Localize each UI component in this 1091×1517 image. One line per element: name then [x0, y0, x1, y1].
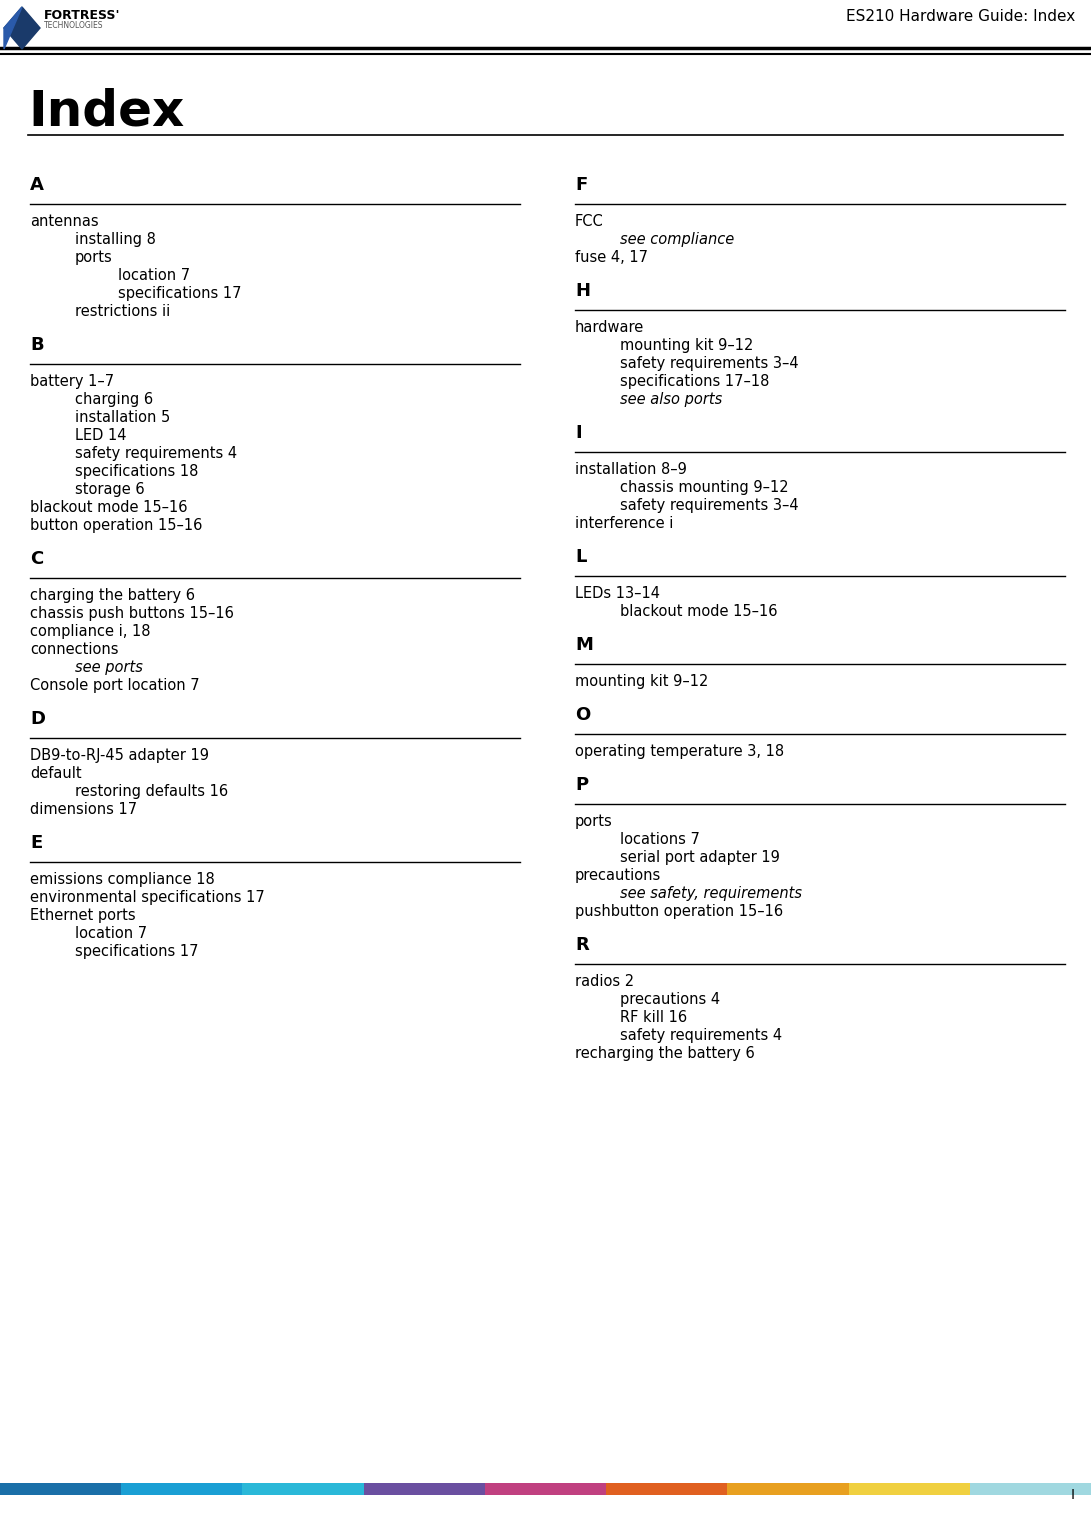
Text: location 7: location 7 — [118, 269, 190, 284]
Text: E: E — [29, 834, 43, 853]
Text: precautions 4: precautions 4 — [620, 992, 720, 1007]
Text: I: I — [575, 423, 582, 441]
Text: FORTRESS': FORTRESS' — [44, 9, 120, 23]
Polygon shape — [4, 8, 22, 49]
Text: LED 14: LED 14 — [75, 428, 127, 443]
Text: hardware: hardware — [575, 320, 645, 335]
Text: mounting kit 9–12: mounting kit 9–12 — [575, 674, 708, 689]
Text: default: default — [29, 766, 82, 781]
Text: charging the battery 6: charging the battery 6 — [29, 589, 195, 602]
Text: charging 6: charging 6 — [75, 391, 153, 407]
Text: safety requirements 4: safety requirements 4 — [620, 1029, 782, 1044]
Text: chassis mounting 9–12: chassis mounting 9–12 — [620, 479, 789, 495]
Bar — [849, 1484, 970, 1494]
Bar — [970, 1484, 1091, 1494]
Text: compliance i, 18: compliance i, 18 — [29, 623, 151, 639]
Text: installation 8–9: installation 8–9 — [575, 463, 687, 476]
Text: F: F — [575, 176, 587, 194]
Text: specifications 17–18: specifications 17–18 — [620, 375, 769, 388]
Text: mounting kit 9–12: mounting kit 9–12 — [620, 338, 754, 353]
Polygon shape — [4, 8, 40, 49]
Text: I: I — [1071, 1488, 1075, 1502]
Text: M: M — [575, 636, 592, 654]
Text: precautions: precautions — [575, 868, 661, 883]
Text: FCC: FCC — [575, 214, 603, 229]
Text: safety requirements 3–4: safety requirements 3–4 — [620, 498, 799, 513]
Text: locations 7: locations 7 — [620, 831, 699, 846]
Text: specifications 17: specifications 17 — [118, 287, 241, 300]
Text: installing 8: installing 8 — [75, 232, 156, 247]
Text: location 7: location 7 — [75, 925, 147, 941]
Text: see ports: see ports — [75, 660, 143, 675]
Text: antennas: antennas — [29, 214, 98, 229]
Text: storage 6: storage 6 — [75, 482, 145, 498]
Text: specifications 18: specifications 18 — [75, 464, 199, 479]
Text: L: L — [575, 548, 586, 566]
Text: ports: ports — [575, 815, 613, 828]
Text: operating temperature 3, 18: operating temperature 3, 18 — [575, 743, 784, 758]
Text: A: A — [29, 176, 44, 194]
Bar — [121, 1484, 242, 1494]
Text: connections: connections — [29, 642, 119, 657]
Text: TECHNOLOGIES: TECHNOLOGIES — [44, 21, 104, 30]
Text: battery 1–7: battery 1–7 — [29, 375, 115, 388]
Text: RF kill 16: RF kill 16 — [620, 1010, 687, 1025]
Text: see compliance: see compliance — [620, 232, 734, 247]
Text: environmental specifications 17: environmental specifications 17 — [29, 890, 265, 906]
Text: H: H — [575, 282, 590, 300]
Text: restoring defaults 16: restoring defaults 16 — [75, 784, 228, 799]
Text: dimensions 17: dimensions 17 — [29, 802, 137, 818]
Text: Ethernet ports: Ethernet ports — [29, 909, 135, 922]
Text: emissions compliance 18: emissions compliance 18 — [29, 872, 215, 887]
Text: radios 2: radios 2 — [575, 974, 634, 989]
Text: Index: Index — [28, 86, 184, 135]
Bar — [484, 1484, 607, 1494]
Text: safety requirements 4: safety requirements 4 — [75, 446, 237, 461]
Text: DB9-to-RJ-45 adapter 19: DB9-to-RJ-45 adapter 19 — [29, 748, 209, 763]
Text: recharging the battery 6: recharging the battery 6 — [575, 1047, 755, 1060]
Text: installation 5: installation 5 — [75, 410, 170, 425]
Text: see also ports: see also ports — [620, 391, 722, 407]
Text: Console port location 7: Console port location 7 — [29, 678, 200, 693]
Text: LEDs 13–14: LEDs 13–14 — [575, 586, 660, 601]
Bar — [728, 1484, 849, 1494]
Text: blackout mode 15–16: blackout mode 15–16 — [29, 501, 188, 514]
Text: B: B — [29, 335, 44, 353]
Bar — [0, 1484, 121, 1494]
Text: safety requirements 3–4: safety requirements 3–4 — [620, 356, 799, 372]
Text: restrictions ii: restrictions ii — [75, 303, 170, 319]
Text: R: R — [575, 936, 589, 954]
Text: ES210 Hardware Guide: Index: ES210 Hardware Guide: Index — [846, 9, 1075, 24]
Text: D: D — [29, 710, 45, 728]
Text: chassis push buttons 15–16: chassis push buttons 15–16 — [29, 605, 233, 620]
Text: O: O — [575, 705, 590, 724]
Text: serial port adapter 19: serial port adapter 19 — [620, 850, 780, 865]
Text: specifications 17: specifications 17 — [75, 944, 199, 959]
Text: blackout mode 15–16: blackout mode 15–16 — [620, 604, 778, 619]
Text: fuse 4, 17: fuse 4, 17 — [575, 250, 648, 265]
Text: button operation 15–16: button operation 15–16 — [29, 517, 202, 532]
Text: ports: ports — [75, 250, 112, 265]
Text: C: C — [29, 551, 44, 567]
Text: interference i: interference i — [575, 516, 673, 531]
Text: see safety, requirements: see safety, requirements — [620, 886, 802, 901]
Bar — [363, 1484, 484, 1494]
Bar — [607, 1484, 728, 1494]
Text: pushbutton operation 15–16: pushbutton operation 15–16 — [575, 904, 783, 919]
Bar — [242, 1484, 363, 1494]
Text: P: P — [575, 777, 588, 793]
